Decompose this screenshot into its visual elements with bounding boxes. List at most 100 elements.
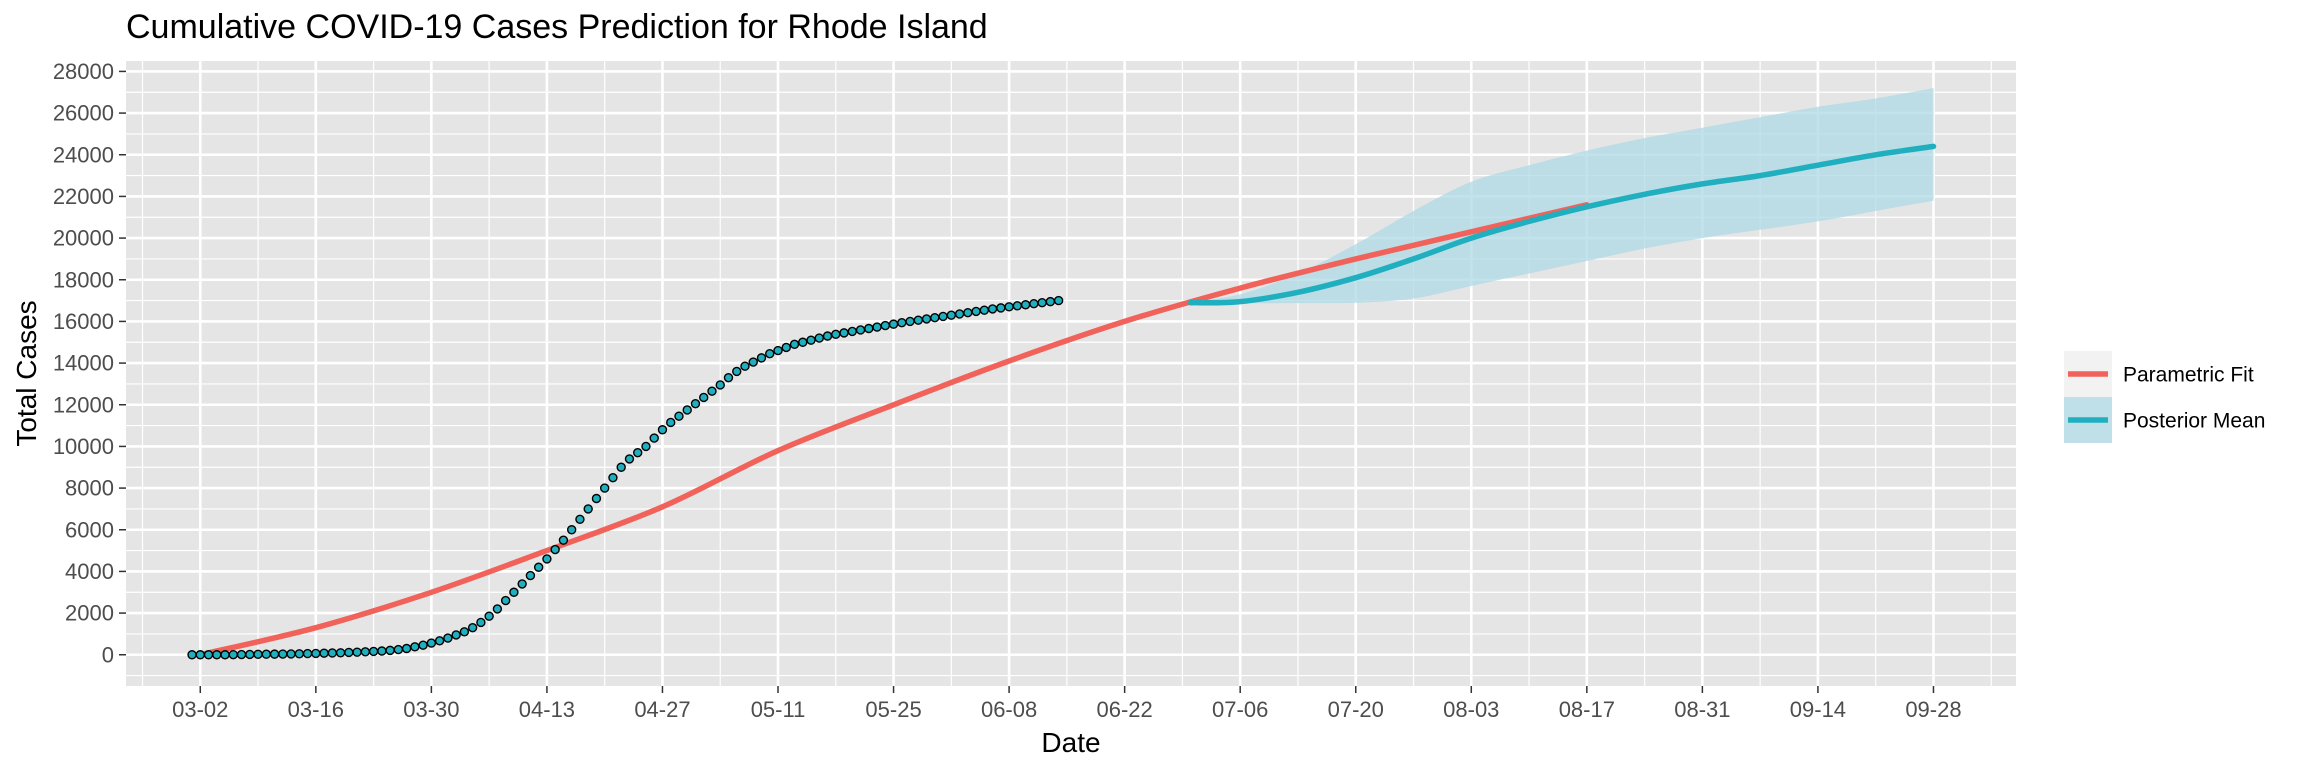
minor-gridlines bbox=[126, 61, 2016, 686]
observed-point bbox=[954, 309, 965, 319]
observed-point bbox=[344, 647, 354, 658]
observed-point bbox=[566, 525, 577, 535]
observed-point bbox=[699, 392, 709, 403]
observed-point bbox=[641, 441, 651, 452]
observed-point bbox=[187, 650, 197, 660]
observed-point bbox=[368, 646, 379, 657]
observed-point bbox=[261, 649, 272, 659]
observed-point bbox=[575, 514, 585, 525]
observed-point bbox=[666, 417, 676, 428]
observed-point bbox=[987, 304, 998, 314]
observed-point bbox=[335, 648, 346, 658]
y-axis: 0 2000 4000 6000 8000 10000 12000 14000 16000 180… bbox=[53, 59, 126, 667]
observed-point bbox=[286, 649, 296, 659]
observed-point bbox=[633, 447, 643, 458]
observed-point bbox=[1029, 299, 1039, 309]
observed-point bbox=[674, 411, 684, 421]
observed-point bbox=[880, 320, 891, 331]
observed-point bbox=[459, 627, 470, 637]
observed-point bbox=[740, 361, 750, 371]
observed-point bbox=[212, 650, 222, 660]
y-tick-label: 26000 bbox=[53, 101, 114, 126]
y-tick-label: 22000 bbox=[53, 184, 114, 209]
observed-point bbox=[781, 342, 791, 353]
observed-point bbox=[220, 650, 230, 660]
observed-point bbox=[253, 649, 263, 660]
y-tick-label: 0 bbox=[102, 642, 114, 667]
y-axis-title: Total Cases bbox=[11, 300, 42, 446]
observed-point bbox=[971, 306, 981, 317]
parametric-fit-line bbox=[197, 202, 1590, 658]
observed-point bbox=[649, 433, 659, 443]
observed-point bbox=[855, 325, 866, 335]
observed-point bbox=[550, 544, 560, 555]
x-tick-label: 07-06 bbox=[1212, 697, 1268, 722]
observed-point bbox=[715, 380, 725, 390]
observed-point bbox=[393, 644, 404, 655]
observed-point bbox=[888, 319, 899, 329]
observed-point bbox=[269, 649, 280, 659]
y-tick-label: 8000 bbox=[65, 476, 114, 501]
observed-point bbox=[410, 642, 420, 652]
observed-point bbox=[839, 328, 849, 338]
x-axis: 03-02 03-16 03-30 04-13 04-27 05-11 05-25 06-08… bbox=[172, 686, 1962, 722]
observed-point bbox=[599, 483, 610, 493]
observed-point bbox=[756, 353, 767, 363]
x-tick-label: 09-28 bbox=[1905, 697, 1961, 722]
observed-point bbox=[905, 316, 915, 327]
observed-point bbox=[583, 504, 593, 514]
y-tick-label: 6000 bbox=[65, 517, 114, 542]
observed-point bbox=[245, 649, 255, 660]
observed-point bbox=[1045, 296, 1056, 307]
observed-point bbox=[278, 649, 288, 659]
observed-point bbox=[1020, 300, 1031, 310]
observed-point bbox=[434, 636, 445, 646]
observed-point bbox=[492, 604, 503, 614]
observed-point bbox=[509, 587, 519, 597]
observed-point bbox=[798, 337, 808, 347]
observed-point bbox=[426, 638, 437, 648]
y-tick-label: 16000 bbox=[53, 309, 114, 334]
observed-point bbox=[938, 311, 948, 322]
y-tick-label: 10000 bbox=[53, 434, 114, 459]
observed-point bbox=[319, 648, 329, 658]
observed-point bbox=[690, 399, 701, 409]
observed-point bbox=[302, 648, 313, 659]
x-tick-label: 08-17 bbox=[1559, 697, 1615, 722]
observed-point bbox=[624, 454, 635, 464]
observed-point bbox=[831, 329, 841, 340]
observed-point bbox=[352, 647, 362, 657]
x-tick-label: 03-30 bbox=[403, 697, 459, 722]
observed-point bbox=[203, 650, 214, 660]
observed-point bbox=[814, 333, 824, 343]
y-tick-label: 24000 bbox=[53, 142, 114, 167]
observed-point bbox=[946, 310, 957, 320]
observed-point bbox=[327, 648, 338, 658]
observed-point bbox=[616, 462, 626, 472]
observed-point bbox=[1053, 295, 1064, 306]
observed-point bbox=[723, 372, 734, 383]
x-tick-label: 05-25 bbox=[865, 697, 921, 722]
observed-point bbox=[789, 339, 800, 350]
observed-point bbox=[500, 595, 511, 606]
chart-title: Cumulative COVID-19 Cases Prediction for… bbox=[126, 8, 988, 46]
observed-point bbox=[377, 646, 387, 656]
x-tick-label: 03-16 bbox=[288, 697, 344, 722]
legend: Parametric Fit Posterior Mean bbox=[2064, 351, 2265, 443]
observed-point bbox=[558, 535, 569, 545]
observed-point bbox=[963, 307, 973, 318]
observed-point bbox=[930, 312, 940, 323]
observed-point bbox=[913, 315, 924, 325]
observed-point bbox=[236, 649, 247, 660]
observed-point bbox=[806, 335, 816, 345]
y-tick-label: 28000 bbox=[53, 59, 114, 84]
observed-point bbox=[311, 648, 321, 659]
observed-point bbox=[1004, 302, 1014, 312]
observed-point bbox=[385, 645, 395, 656]
observed-point bbox=[707, 386, 717, 396]
x-tick-label: 08-03 bbox=[1443, 697, 1499, 722]
observed-point bbox=[996, 303, 1006, 313]
observed-point bbox=[979, 305, 990, 315]
observed-point bbox=[517, 579, 527, 589]
y-tick-label: 4000 bbox=[65, 559, 114, 584]
